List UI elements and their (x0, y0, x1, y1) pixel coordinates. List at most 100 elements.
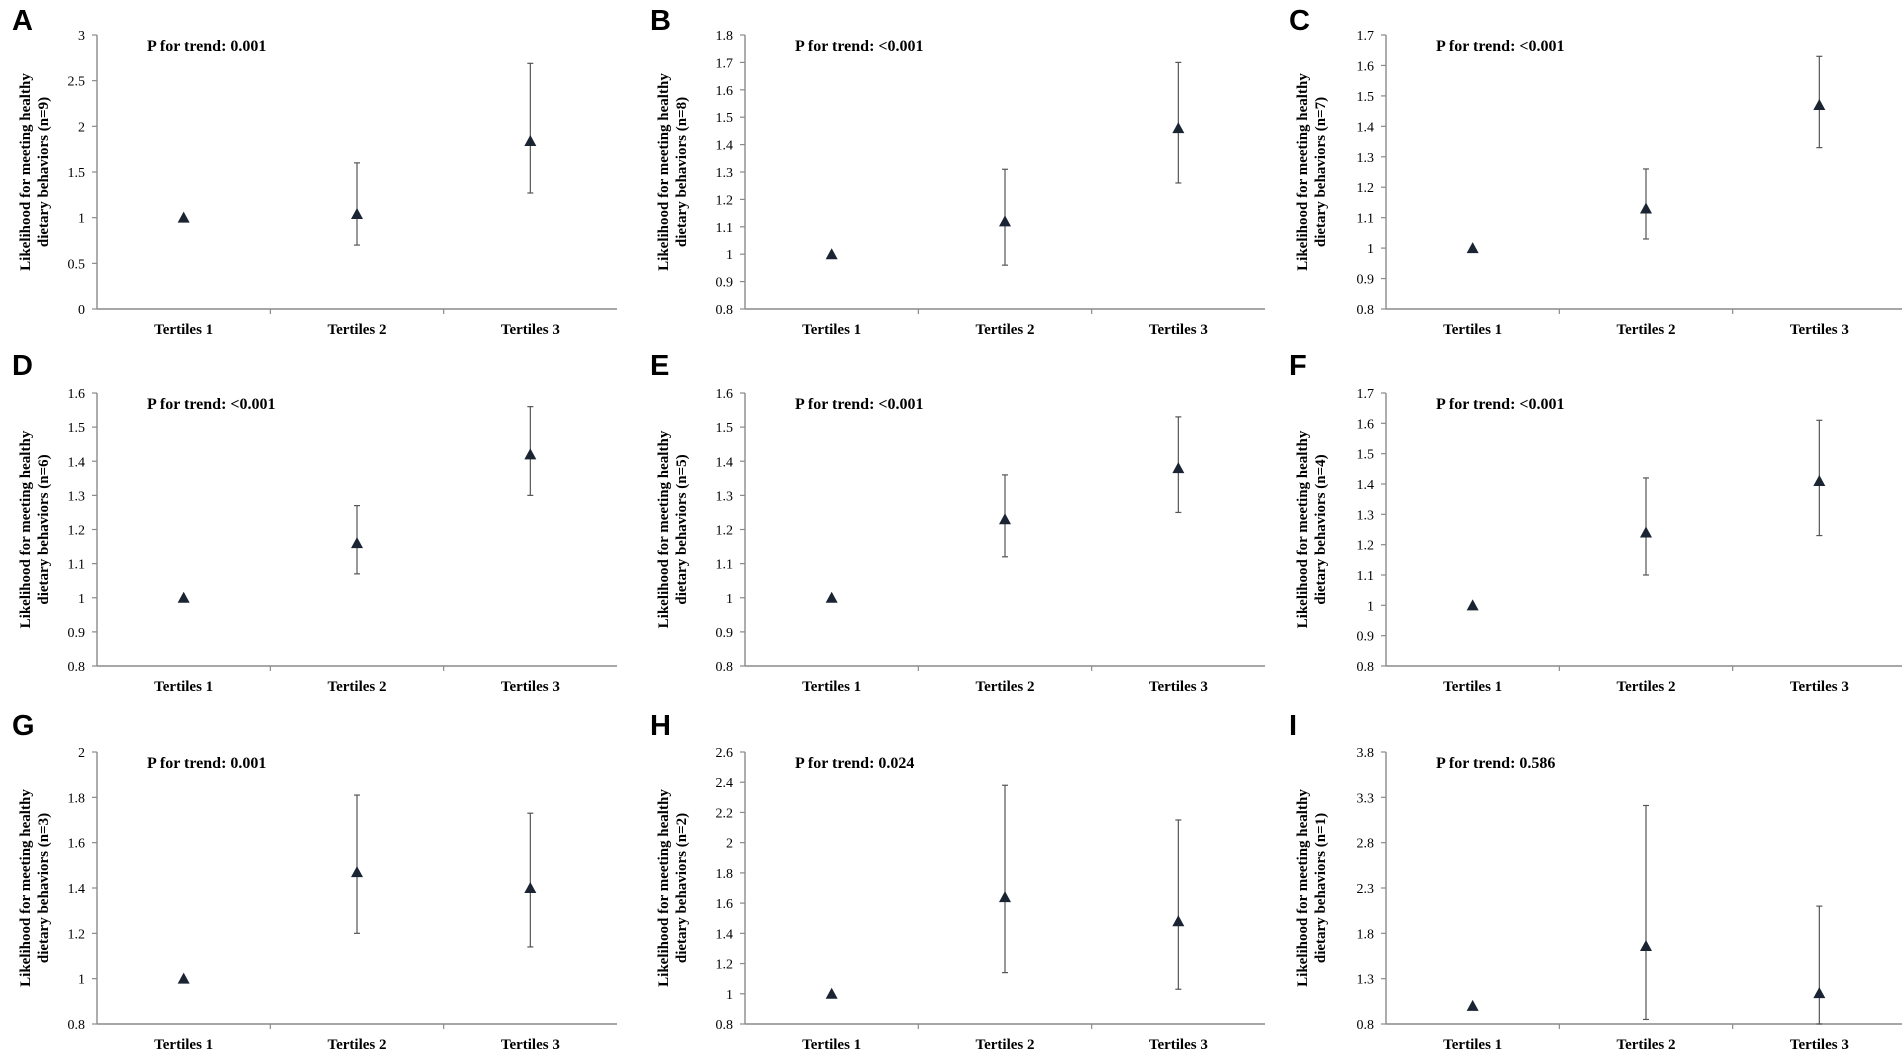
x-category-label: Tertiles 1 (1443, 679, 1502, 695)
y-tick-label: 1.6 (716, 387, 734, 402)
y-tick-label: 1 (1367, 599, 1374, 614)
y-tick-label: 1.4 (716, 455, 734, 470)
x-category-label: Tertiles 1 (154, 322, 213, 338)
y-tick-label: 1.7 (1357, 387, 1375, 402)
y-tick-label: 1 (726, 592, 733, 607)
y-tick-label: 1.6 (716, 897, 734, 912)
y-tick-label: 1.2 (716, 958, 734, 973)
y-tick-label: 3.3 (1357, 791, 1375, 806)
x-category-label: Tertiles 3 (501, 322, 560, 338)
x-category-label: Tertiles 1 (802, 1037, 861, 1053)
y-axis-title-line: dietary behaviors (n=5) (674, 454, 690, 604)
x-category-label: Tertiles 2 (1616, 322, 1675, 338)
y-tick-label: 1.2 (1357, 539, 1375, 554)
y-tick-label: 1.6 (68, 387, 86, 402)
chart-panel-i: I 0.8 1.3 1.8 2.3 2.8 3.3 3.8 Likelihood for mee… (1289, 710, 1902, 1053)
y-tick-label: 1.1 (68, 558, 86, 573)
data-point-marker (1466, 242, 1479, 254)
y-tick-label: 1.5 (1357, 448, 1375, 463)
data-point-marker (177, 591, 190, 603)
y-tick-label: 1 (726, 988, 733, 1003)
y-tick-label: 1.5 (68, 421, 86, 436)
data-point-marker (1813, 474, 1826, 486)
y-tick-label: 1 (78, 592, 85, 607)
y-tick-label: 0.8 (716, 1018, 734, 1033)
y-axis-title: Likelihood for meeting healthy dietary be… (656, 73, 690, 271)
panel-letter: H (650, 710, 671, 742)
p-trend-annotation: P for trend: <0.001 (147, 396, 276, 413)
y-tick-label: 1.4 (68, 882, 86, 897)
p-trend-annotation: P for trend: <0.001 (1436, 396, 1565, 413)
x-category-label: Tertiles 2 (975, 679, 1034, 695)
y-tick-label: 0.9 (1357, 273, 1375, 288)
y-tick-label: 0.9 (716, 626, 734, 641)
panel-letter: B (650, 5, 671, 37)
chart-panel-a: A 0 0.5 1 1.5 2 2.5 3 Likelihood for meeting hea… (12, 5, 617, 338)
y-tick-label: 0.9 (68, 626, 86, 641)
p-trend-annotation: P for trend: <0.001 (795, 396, 924, 413)
p-trend-annotation: P for trend: 0.001 (147, 38, 266, 55)
y-tick-label: 1.3 (1357, 151, 1375, 166)
y-axis-title-line: Likelihood for meeting healthy (18, 73, 34, 271)
y-tick-label: 1.4 (716, 139, 734, 154)
y-axis-title-line: dietary behaviors (n=8) (674, 97, 690, 247)
data-point-marker (1466, 999, 1479, 1011)
y-tick-label: 1.4 (1357, 478, 1375, 493)
panel-letter: E (650, 350, 669, 382)
y-tick-label: 1.1 (1357, 212, 1375, 227)
y-tick-label: 1.5 (716, 421, 734, 436)
data-point-marker (1172, 915, 1185, 927)
y-axis-title-line: Likelihood for meeting healthy (656, 73, 672, 271)
y-tick-label: 2.8 (1357, 837, 1375, 852)
p-trend-annotation: P for trend: <0.001 (1436, 38, 1565, 55)
y-tick-label: 2.5 (68, 75, 86, 90)
x-category-label: Tertiles 2 (327, 679, 386, 695)
chart-panel-h: H 0.8 1 1.2 1.4 1.6 1.8 2 2.2 2.4 2.6 Likelihood fo… (650, 710, 1265, 1053)
y-axis-title-line: Likelihood for meeting healthy (1295, 789, 1311, 987)
y-axis-title: Likelihood for meeting healthy dietary be… (1295, 789, 1329, 987)
data-point-marker (351, 537, 363, 549)
panel-letter: C (1289, 5, 1310, 37)
x-category-label: Tertiles 3 (1149, 1037, 1208, 1053)
y-tick-label: 1.3 (716, 489, 734, 504)
x-category-label: Tertiles 3 (1790, 679, 1849, 695)
p-trend-annotation: P for trend: <0.001 (795, 38, 924, 55)
y-axis-title-line: dietary behaviors (n=3) (36, 813, 52, 963)
y-tick-label: 1.1 (716, 558, 734, 573)
y-tick-label: 1 (1367, 242, 1374, 257)
y-tick-label: 1.4 (1357, 120, 1375, 135)
y-tick-label: 1.6 (716, 84, 734, 99)
p-trend-annotation: P for trend: 0.586 (1436, 755, 1555, 772)
chart-panel-e: E 0.8 0.9 1 1.1 1.2 1.3 1.4 1.5 1.6 Likelihood for… (650, 350, 1265, 695)
data-point-marker (999, 215, 1011, 227)
x-category-label: Tertiles 2 (1616, 1037, 1675, 1053)
y-tick-label: 2.6 (716, 746, 734, 761)
x-category-label: Tertiles 2 (975, 322, 1034, 338)
y-tick-label: 1.3 (716, 166, 734, 181)
y-axis-title-line: dietary behaviors (n=4) (1313, 454, 1329, 604)
y-tick-label: 2 (726, 837, 733, 852)
y-tick-label: 1.1 (1357, 569, 1375, 584)
y-tick-label: 1 (726, 248, 733, 263)
y-tick-label: 1.2 (716, 193, 734, 208)
p-trend-annotation: P for trend: 0.001 (147, 755, 266, 772)
y-tick-label: 2.2 (716, 806, 734, 821)
data-point-marker (351, 866, 363, 878)
data-point-marker (1813, 987, 1826, 999)
data-point-marker (825, 591, 838, 603)
y-axis-title-line: Likelihood for meeting healthy (656, 430, 672, 628)
x-category-label: Tertiles 3 (1149, 322, 1208, 338)
data-point-marker (1640, 202, 1652, 214)
y-axis-title-line: dietary behaviors (n=6) (36, 454, 52, 604)
x-category-label: Tertiles 2 (975, 1037, 1034, 1053)
y-tick-label: 1.6 (1357, 59, 1375, 74)
y-axis-title: Likelihood for meeting healthy dietary be… (18, 73, 52, 271)
y-axis-title: Likelihood for meeting healthy dietary be… (656, 430, 690, 628)
panel-letter: F (1289, 350, 1307, 382)
x-category-label: Tertiles 3 (1790, 322, 1849, 338)
y-tick-label: 1 (78, 212, 85, 227)
chart-panel-f: F 0.8 0.9 1 1.1 1.2 1.3 1.4 1.5 1.6 1.7 Likelihood … (1289, 350, 1902, 695)
y-axis-title-line: Likelihood for meeting healthy (18, 430, 34, 628)
data-point-marker (1466, 599, 1479, 611)
